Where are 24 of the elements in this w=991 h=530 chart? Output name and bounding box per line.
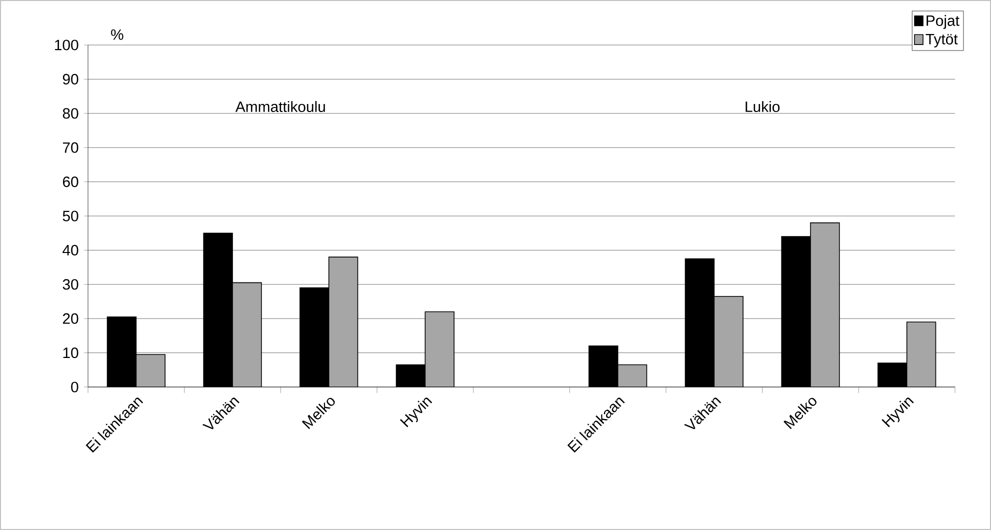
bar xyxy=(424,311,454,387)
y-tick-label: 70 xyxy=(62,142,78,153)
y-tick-label: 100 xyxy=(55,40,78,50)
bar xyxy=(232,282,262,387)
bar xyxy=(136,354,166,387)
y-tick-label: 90 xyxy=(62,74,78,84)
y-tick-label: 0 xyxy=(71,382,78,392)
bar xyxy=(810,222,840,387)
legend-label: Pojat xyxy=(926,14,960,29)
legend-label: Tytöt xyxy=(926,34,958,48)
bar xyxy=(617,364,648,387)
bar xyxy=(714,296,744,387)
y-tick-label: 50 xyxy=(62,210,78,222)
y-tick-label: 10 xyxy=(63,348,78,358)
y-tick-label: 20 xyxy=(62,313,78,324)
bar xyxy=(906,322,936,387)
annotation: Lukio xyxy=(746,101,780,112)
y-tick-label: 80 xyxy=(62,108,78,119)
annotation: Ammattikoulu xyxy=(235,101,325,112)
y-tick-label: 60 xyxy=(62,176,78,188)
y-axis-title: % xyxy=(111,29,124,40)
y-tick-label: 30 xyxy=(62,279,78,290)
bar xyxy=(328,256,358,387)
y-tick-label: 40 xyxy=(62,244,78,256)
